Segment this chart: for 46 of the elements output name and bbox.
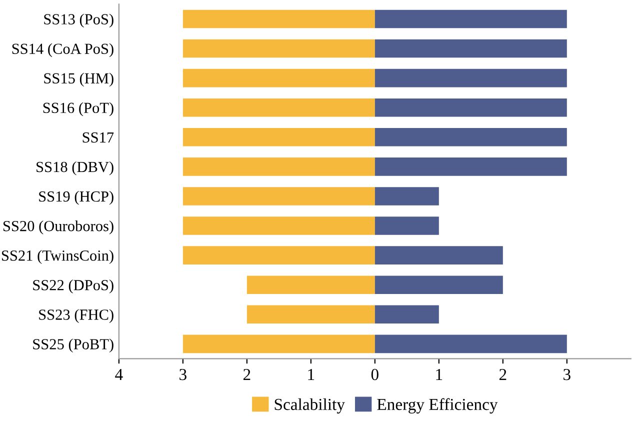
bar (182, 187, 375, 206)
bar (374, 187, 439, 206)
bar (182, 216, 375, 235)
y-tick-label: SS19 (HCP) (39, 190, 114, 205)
bar (374, 39, 567, 58)
bar (374, 10, 567, 28)
y-tick-label: SS15 (HM) (44, 72, 114, 87)
bar (374, 216, 439, 235)
x-tick-label: 3 (180, 368, 186, 380)
x-tick-label: 3 (564, 368, 570, 380)
x-tick-label: 2 (243, 368, 250, 380)
x-tick-label: 4 (115, 369, 123, 380)
x-tick-label: 0 (371, 368, 378, 380)
y-tick-label: SS25 (PoBT) (33, 338, 114, 352)
bar (246, 276, 375, 294)
y-tick-label: SS20 (Ouroboros) (3, 220, 114, 234)
bar (182, 39, 375, 58)
x-tick-label: 1 (436, 368, 442, 380)
y-tick-label: SS16 (PoT) (43, 102, 114, 116)
bar (182, 246, 375, 264)
y-tick-label: SS21 (TwinsCoin) (2, 250, 114, 264)
y-tick-label: SS13 (PoS) (44, 14, 114, 28)
y-tick-label: SS22 (DPoS) (33, 280, 114, 294)
bar (374, 158, 567, 176)
y-tick-label: SS17 (82, 132, 114, 143)
bar (374, 334, 567, 354)
bar (182, 128, 375, 146)
y-tick-label: SS14 (CoA PoS) (12, 43, 114, 58)
bar (374, 68, 567, 88)
y-tick-label: SS18 (DBV) (36, 161, 114, 176)
x-tick-label: 2 (499, 368, 506, 380)
bar (374, 246, 503, 264)
bar (182, 10, 375, 28)
bar (374, 276, 503, 294)
bar (182, 98, 375, 117)
y-tick-label: SS23 (FHC) (39, 309, 114, 323)
bar (182, 68, 375, 88)
bar (374, 305, 439, 324)
bar (182, 334, 375, 354)
bar (374, 128, 567, 146)
bar (182, 158, 375, 176)
x-tick-label: 1 (308, 368, 314, 380)
bar (246, 305, 375, 324)
legend-label: Energy Efficiency (377, 398, 498, 414)
bar (374, 98, 567, 117)
legend-label: Scalability (274, 398, 345, 414)
